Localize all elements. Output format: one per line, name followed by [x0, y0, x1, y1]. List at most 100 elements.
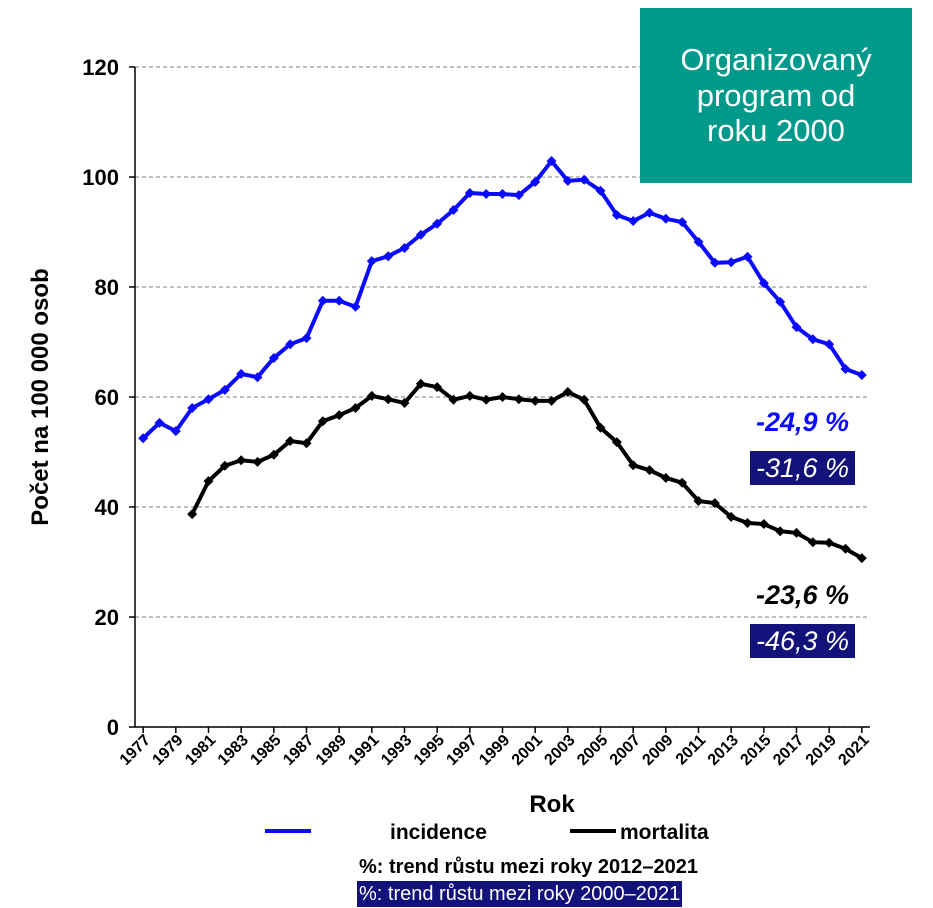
trend-label: -24,9 % [756, 407, 850, 437]
marker [317, 416, 328, 427]
y-tick-label: 0 [107, 715, 119, 740]
y-tick-label: 40 [95, 495, 119, 520]
marker [513, 394, 524, 405]
x-tick-label: 1979 [149, 732, 186, 769]
marker [383, 394, 394, 405]
y-tick-label: 120 [82, 55, 119, 80]
x-tick-label: 2007 [607, 732, 644, 769]
marker [366, 256, 377, 267]
x-tick-label: 1985 [247, 732, 284, 769]
y-tick-label: 60 [95, 385, 119, 410]
x-tick-label: 2003 [541, 732, 578, 769]
x-tick-label: 2013 [705, 732, 742, 769]
marker [628, 216, 639, 226]
marker [138, 433, 149, 444]
marker [742, 251, 753, 262]
marker [546, 395, 557, 406]
marker [677, 477, 688, 488]
marker [497, 392, 508, 402]
y-tick-label: 20 [95, 605, 119, 630]
marker [154, 417, 165, 428]
marker [709, 498, 720, 509]
y-axis-label: Počet na 100 000 osob [27, 268, 54, 525]
marker [807, 334, 818, 345]
marker [758, 519, 769, 530]
marker [268, 449, 279, 460]
marker [432, 218, 443, 229]
marker [660, 213, 671, 224]
marker [628, 460, 639, 471]
marker [693, 236, 704, 247]
marker [236, 455, 247, 466]
marker [579, 174, 590, 185]
trend-label: -23,6 % [756, 580, 850, 610]
marker [399, 398, 410, 409]
marker [399, 242, 410, 253]
marker [840, 363, 851, 374]
marker [824, 537, 835, 548]
marker [187, 509, 198, 520]
marker [252, 372, 263, 383]
marker [546, 156, 557, 167]
marker [513, 190, 524, 201]
marker [448, 205, 459, 215]
x-axis-label: Rok [529, 791, 575, 818]
marker [285, 436, 296, 446]
legend-label: incidence [390, 821, 487, 844]
x-tick-label: 1981 [182, 732, 219, 769]
marker [562, 175, 573, 186]
marker [301, 333, 312, 344]
marker [562, 387, 573, 398]
marker [219, 460, 230, 471]
marker [497, 189, 508, 200]
marker [219, 384, 230, 395]
marker [644, 207, 655, 218]
marker [301, 438, 312, 449]
marker [350, 403, 361, 413]
trend-label: -31,6 % [750, 451, 856, 485]
marker [791, 322, 802, 333]
x-tick-label: 1991 [345, 732, 382, 769]
legend-label: mortalita [620, 821, 709, 844]
marker [856, 370, 867, 380]
program-box: Organizovaný program od roku 2000 [640, 8, 912, 183]
marker [285, 339, 296, 350]
marker [481, 189, 492, 200]
marker [856, 553, 867, 564]
marker [791, 527, 802, 538]
note: %: trend růstu mezi roky 2012–2021 [359, 856, 699, 878]
marker [530, 176, 541, 187]
marker [464, 390, 475, 401]
marker [824, 339, 835, 350]
marker [677, 217, 688, 228]
x-tick-label: 2001 [509, 732, 546, 769]
marker [758, 278, 769, 289]
marker [432, 382, 443, 393]
marker [334, 295, 345, 306]
marker [530, 395, 541, 406]
note: %: trend růstu mezi roky 2000–2021 [357, 881, 683, 907]
x-tick-label: 1993 [378, 732, 415, 769]
marker [693, 495, 704, 506]
marker [203, 394, 214, 405]
x-tick-label: 2015 [737, 732, 774, 769]
x-tick-label: 2009 [639, 732, 676, 769]
x-tick-label: 1977 [117, 732, 154, 769]
x-tick-label: 1987 [280, 732, 317, 769]
marker [252, 456, 263, 467]
x-tick-label: 1995 [411, 732, 448, 769]
marker [187, 403, 198, 413]
marker [236, 368, 247, 379]
x-tick-label: 2021 [835, 732, 872, 769]
marker [464, 187, 475, 198]
marker [268, 352, 279, 363]
x-tick-label: 1983 [215, 732, 252, 769]
y-tick-label: 100 [82, 165, 119, 190]
marker [595, 185, 606, 196]
marker [579, 394, 590, 405]
marker [595, 422, 606, 433]
marker [611, 437, 622, 448]
marker [334, 410, 345, 421]
